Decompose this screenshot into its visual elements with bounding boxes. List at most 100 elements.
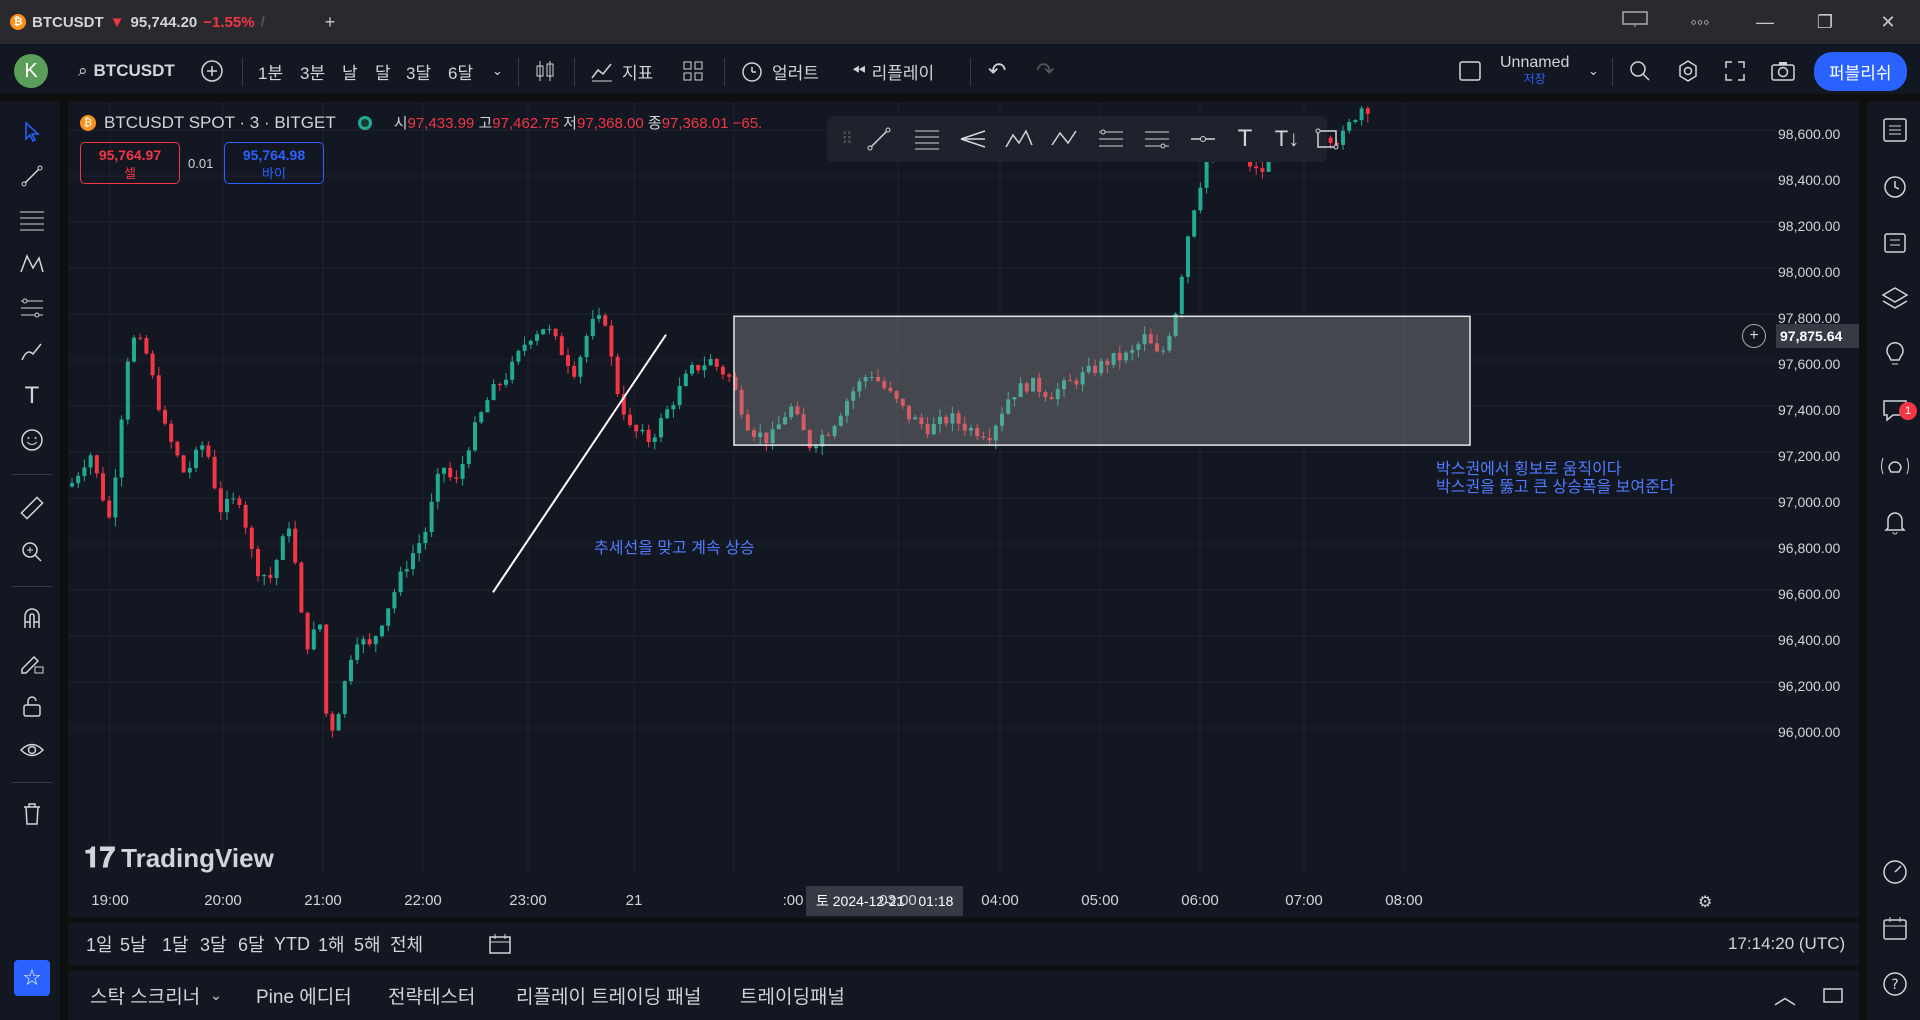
buy-button[interactable]: 95,764.98 바이 bbox=[224, 142, 324, 184]
speedometer-icon[interactable] bbox=[1877, 854, 1913, 890]
maximize-panel-icon[interactable] bbox=[1822, 970, 1844, 1020]
redo-icon[interactable]: ↷ bbox=[1036, 58, 1055, 83]
date-range-picker-icon[interactable] bbox=[488, 922, 512, 966]
tab-replay-trading-panel[interactable]: 리플레이 트레이딩 패널 bbox=[516, 986, 702, 1008]
range-button[interactable]: 1달 bbox=[162, 935, 189, 955]
settings-gear-icon[interactable] bbox=[1676, 44, 1700, 98]
range-button[interactable]: 5날 bbox=[120, 935, 147, 955]
ruler-icon[interactable] bbox=[14, 490, 50, 526]
magnet-icon[interactable] bbox=[14, 600, 50, 636]
bell-icon[interactable] bbox=[1877, 504, 1913, 540]
trendline-tool-icon[interactable] bbox=[863, 123, 895, 155]
interval-month[interactable]: 달 bbox=[375, 63, 391, 83]
idea-bulb-icon[interactable] bbox=[1877, 336, 1913, 372]
chevron-down-icon[interactable]: ⌄ bbox=[1588, 63, 1599, 78]
text-tool-icon[interactable]: T bbox=[1237, 125, 1253, 152]
add-list-icon[interactable] bbox=[1877, 224, 1913, 260]
pencil-lock-icon[interactable] bbox=[14, 644, 50, 680]
indicators-button[interactable]: 지표 bbox=[590, 44, 653, 98]
browser-tab[interactable]: ₿ BTCUSDT ▼ 95,744.20 −1.55% / bbox=[10, 6, 265, 38]
eye-icon[interactable] bbox=[14, 732, 50, 768]
fib-retracement-icon[interactable] bbox=[14, 202, 50, 238]
chevron-up-icon[interactable]: ︿ bbox=[1774, 984, 1797, 1009]
restore-button[interactable]: ❐ bbox=[1816, 12, 1834, 32]
fullscreen-icon[interactable] bbox=[1724, 44, 1746, 98]
symbol-search[interactable]: ⌕ BTCUSDT bbox=[78, 44, 175, 98]
top-toolbar: K ⌕ BTCUSDT 1분 3분 날 달 3달 6달 ⌄ 지표 얼러트 bbox=[0, 44, 1920, 98]
layouts-grid-icon[interactable] bbox=[682, 44, 704, 98]
watchlist-icon[interactable] bbox=[1877, 112, 1913, 148]
range-button[interactable]: 3달 bbox=[200, 935, 227, 955]
calendar-icon[interactable] bbox=[1877, 910, 1913, 946]
candle-body bbox=[950, 413, 955, 424]
sell-button[interactable]: 95,764.97 셀 bbox=[80, 142, 180, 184]
zoom-in-icon[interactable] bbox=[14, 534, 50, 570]
interval-day[interactable]: 날 bbox=[342, 63, 358, 83]
interval-3month[interactable]: 3달 bbox=[406, 63, 432, 83]
undo-icon[interactable]: ↶ bbox=[988, 58, 1007, 83]
alert-button[interactable]: 얼러트 bbox=[740, 44, 819, 98]
trendline[interactable] bbox=[492, 334, 667, 593]
chevron-down-icon[interactable]: ⌄ bbox=[492, 63, 503, 78]
lock-icon[interactable] bbox=[14, 688, 50, 724]
range-button[interactable]: 1일 bbox=[86, 935, 113, 955]
alarm-clock-icon[interactable] bbox=[1877, 168, 1913, 204]
add-alert-plus-icon[interactable]: + bbox=[1742, 324, 1766, 348]
price-axis[interactable]: 98,600.00 98,400.00 98,200.00 98,000.00 97,8… bbox=[1742, 102, 1859, 918]
replay-button[interactable]: ⏪︎ 리플레이 bbox=[852, 44, 934, 98]
fib-levels-icon[interactable] bbox=[911, 123, 943, 155]
interval-3m[interactable]: 3분 bbox=[300, 63, 326, 83]
candle-body bbox=[913, 417, 918, 420]
close-button[interactable]: ✕ bbox=[1880, 12, 1896, 32]
anchored-text-icon[interactable]: T↓ bbox=[1274, 126, 1300, 151]
interval-1m[interactable]: 1분 bbox=[258, 63, 284, 83]
abc-pattern-icon[interactable] bbox=[1049, 123, 1081, 155]
candle-type-icon[interactable] bbox=[534, 44, 556, 98]
elliott-wave-icon[interactable] bbox=[1003, 123, 1035, 155]
help-icon[interactable]: ? bbox=[1877, 966, 1913, 1002]
layers-icon[interactable] bbox=[1877, 280, 1913, 316]
candlestick-chart[interactable] bbox=[68, 102, 1776, 918]
checkbox-square-icon[interactable] bbox=[1458, 44, 1482, 98]
rectangle-tool-icon[interactable] bbox=[1311, 123, 1343, 155]
range-button[interactable]: 6달 bbox=[238, 935, 265, 955]
range-button[interactable]: YTD bbox=[274, 933, 310, 954]
brush-icon[interactable] bbox=[14, 334, 50, 370]
more-icon[interactable]: ◦◦◦ bbox=[1690, 12, 1710, 32]
minimize-button[interactable]: — bbox=[1756, 12, 1774, 32]
fib-time-icon[interactable] bbox=[1141, 123, 1173, 155]
pitchfork-icon[interactable] bbox=[957, 123, 989, 155]
fib-channel-icon[interactable] bbox=[1095, 123, 1127, 155]
compare-add-button[interactable] bbox=[200, 44, 224, 98]
favorites-star-icon[interactable]: ☆ bbox=[14, 960, 50, 996]
layout-name-button[interactable]: Unnamed 저장 bbox=[1500, 44, 1569, 98]
horizontal-ray-icon[interactable] bbox=[1187, 123, 1219, 155]
range-button[interactable]: 1해 bbox=[318, 935, 345, 955]
tab-strategy-tester[interactable]: 전략테스터 bbox=[388, 986, 476, 1008]
camera-icon[interactable] bbox=[1770, 44, 1796, 98]
box-range-rectangle[interactable] bbox=[733, 315, 1471, 446]
range-button[interactable]: 전체 bbox=[390, 935, 424, 955]
chart-canvas[interactable]: ₿ BTCUSDT SPOT · 3 · BITGET 시97,433.99 고… bbox=[68, 102, 1859, 918]
range-button[interactable]: 5해 bbox=[354, 935, 381, 955]
trash-icon[interactable] bbox=[14, 796, 50, 832]
publish-button[interactable]: 퍼블리쉬 bbox=[1814, 51, 1907, 91]
signal-bulb-icon[interactable] bbox=[1877, 448, 1913, 484]
utc-clock[interactable]: 17:14:20 (UTC) bbox=[1728, 934, 1846, 953]
new-tab-button[interactable]: + bbox=[324, 12, 336, 32]
text-tool-icon[interactable]: T bbox=[24, 382, 40, 409]
emoji-icon[interactable] bbox=[14, 422, 50, 458]
drag-handle-icon[interactable]: ⠿ bbox=[841, 131, 853, 148]
tab-trading-panel[interactable]: 트레이딩패널 bbox=[740, 986, 845, 1008]
cursor-icon[interactable] bbox=[14, 114, 50, 150]
forecast-icon[interactable] bbox=[14, 290, 50, 326]
trendline-icon[interactable] bbox=[14, 158, 50, 194]
monitor-icon[interactable] bbox=[1615, 8, 1655, 36]
tab-screener[interactable]: 스탁 스크리너 ⌄ bbox=[90, 986, 222, 1008]
avatar[interactable]: K bbox=[14, 54, 48, 88]
interval-6month[interactable]: 6달 bbox=[448, 63, 474, 83]
tab-pine-editor[interactable]: Pine 에디터 bbox=[256, 986, 352, 1008]
axis-settings-icon[interactable]: ⚙ bbox=[1698, 894, 1713, 911]
pattern-icon[interactable] bbox=[14, 246, 50, 282]
quick-search-icon[interactable] bbox=[1628, 44, 1652, 98]
